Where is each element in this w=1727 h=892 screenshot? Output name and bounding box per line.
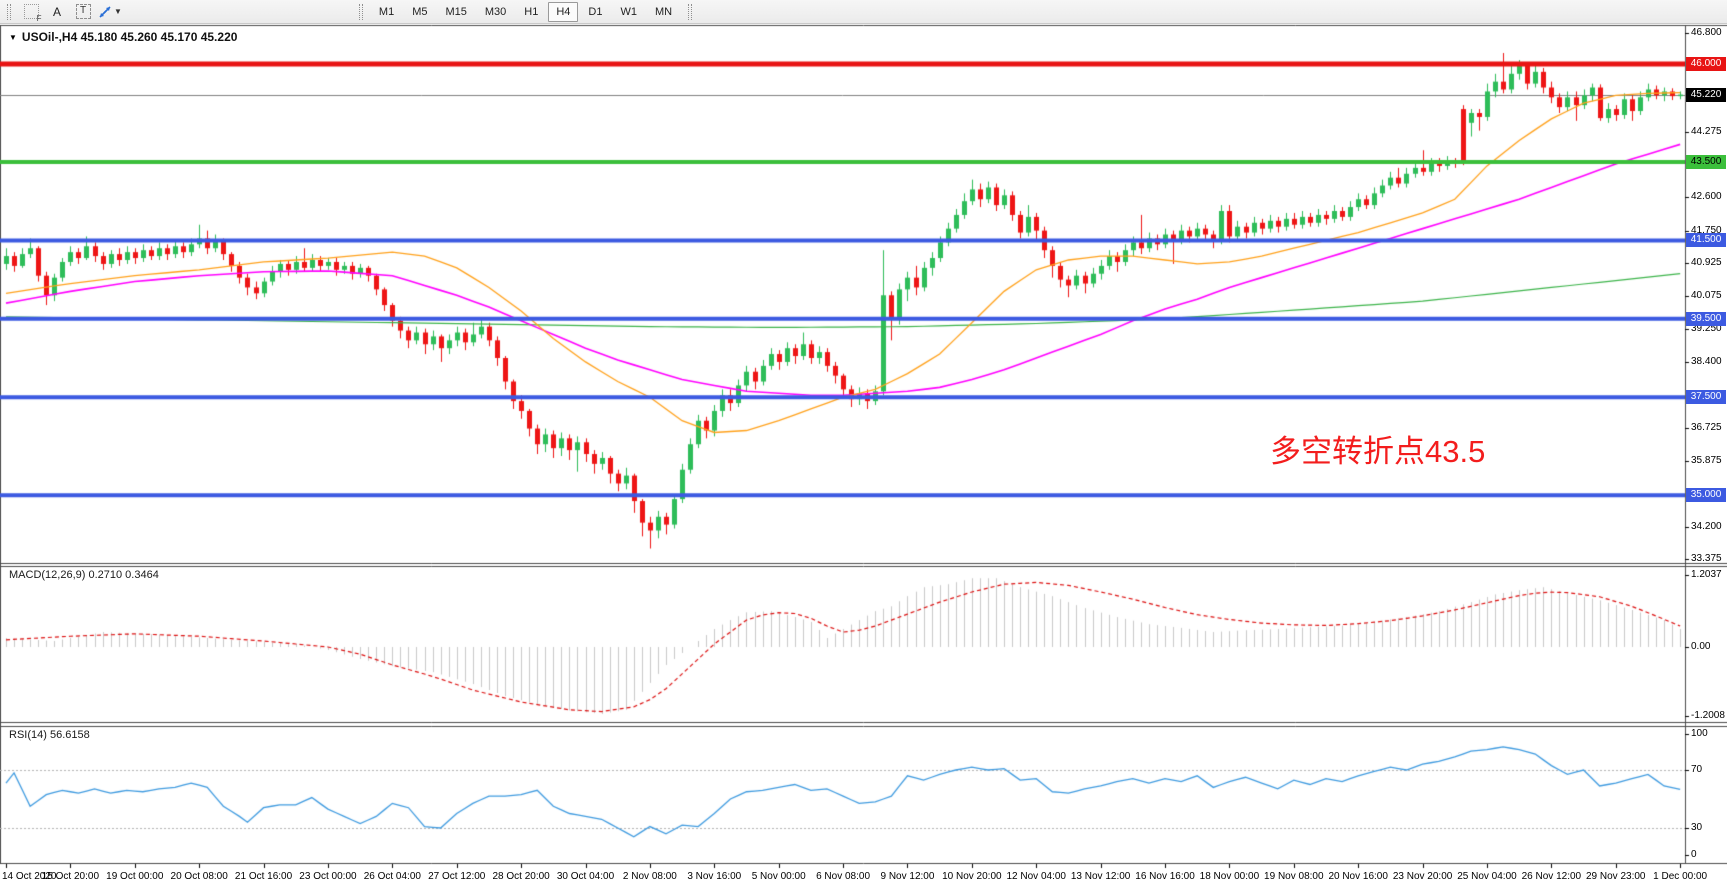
dropdown-caret-icon: ▼ (114, 7, 122, 16)
time-axis-label: 13 Nov 12:00 (1070, 871, 1131, 882)
chart-title: ▼ USOil-,H4 45.180 45.260 45.170 45.220 (9, 30, 237, 44)
rsi-axis-label: 30 (1691, 822, 1703, 833)
text-box-button[interactable]: T (71, 1, 95, 23)
toolbar-grip-icon[interactable] (7, 3, 11, 20)
current-price-badge: 45.220 (1686, 87, 1726, 102)
price-axis-label: 41.750 (1691, 224, 1722, 236)
time-axis-label: 19 Nov 08:00 (1264, 871, 1324, 882)
time-axis-label: 12 Nov 04:00 (1006, 871, 1066, 882)
time-axis-label: 10 Nov 20:00 (942, 871, 1002, 882)
scale-arrows-icon (99, 5, 111, 18)
timeframe-button-M1[interactable]: M1 (378, 5, 395, 18)
time-axis-label: 6 Nov 08:00 (816, 871, 871, 882)
price-axis-label: 46.800 (1691, 26, 1722, 38)
toolbar-grip-icon[interactable] (358, 3, 363, 20)
timeframe-group: M1 M5 M15 M30 H1 H4 D1 W1 MN (370, 1, 681, 22)
time-axis-label: 30 Oct 04:00 (556, 871, 615, 882)
timeframe-button-M5[interactable]: M5 (412, 5, 428, 18)
chart-title-text: USOil-,H4 45.180 45.260 45.170 45.220 (21, 30, 238, 44)
time-axis-label: 25 Nov 04:00 (1457, 871, 1517, 882)
chart-annotation[interactable]: 多空转折点43.5 (1270, 434, 1486, 469)
macd-indicator-label: MACD(12,26,9) 0.2710 0.3464 (9, 569, 159, 581)
text-box-button-label: T (75, 4, 91, 19)
timeframe-button-D1[interactable]: D1 (588, 5, 603, 18)
time-axis-label: 26 Oct 04:00 (363, 871, 421, 882)
price-axis-label: 35.875 (1691, 454, 1722, 466)
time-axis-label: 1 Dec 00:00 (1653, 871, 1708, 882)
time-axis-label: 19 Oct 00:00 (106, 871, 164, 882)
macd-axis-label: -1.2008 (1691, 710, 1725, 721)
timeframe-button-W1[interactable]: W1 (620, 5, 637, 18)
time-axis-label: 3 Nov 16:00 (687, 871, 742, 882)
time-axis-label: 26 Nov 12:00 (1521, 871, 1582, 882)
time-axis-label: 16 Nov 16:00 (1135, 871, 1195, 882)
time-axis-label: 28 Oct 20:00 (492, 871, 550, 882)
level-badge-43.500: 43.500 (1686, 155, 1726, 169)
macd-axis-label: 1.2037 (1691, 569, 1722, 581)
level-badge-35.000: 35.000 (1686, 488, 1726, 503)
price-axis-label: 40.075 (1691, 290, 1722, 302)
timeframe-button-M15[interactable]: M15 (445, 5, 467, 18)
grid-f-letter: F (36, 14, 42, 23)
time-axis-label: 23 Nov 20:00 (1392, 871, 1453, 882)
symbol-dropdown-icon[interactable]: ▼ (9, 32, 17, 42)
level-badge-39.500: 39.500 (1686, 311, 1726, 326)
time-axis-label: 2 Nov 08:00 (622, 871, 677, 882)
macd-axis-label: 0.00 (1691, 641, 1711, 652)
time-axis-label: 23 Oct 00:00 (299, 871, 357, 882)
price-axis-label: 44.275 (1691, 125, 1722, 137)
price-axis-label: 38.400 (1691, 355, 1722, 367)
timeframe-button-H1[interactable]: H1 (524, 5, 539, 18)
price-axis-label: 42.600 (1691, 191, 1722, 203)
price-axis-label: 33.375 (1691, 552, 1722, 564)
time-axis-label: 5 Nov 00:00 (751, 871, 806, 882)
time-axis-label: 18 Nov 00:00 (1199, 871, 1260, 882)
time-axis-label: 15 Oct 20:00 (41, 871, 100, 882)
rsi-axis-label: 0 (1691, 849, 1697, 860)
rsi-indicator-label: RSI(14) 56.6158 (9, 729, 90, 741)
time-axis-label: 20 Oct 08:00 (170, 871, 228, 882)
level-badge-37.500: 37.500 (1686, 390, 1726, 405)
font-button-label: A (52, 4, 61, 19)
level-badge-41.500: 41.500 (1686, 233, 1726, 248)
rsi-axis-label: 70 (1691, 764, 1703, 775)
level-badge-46.000: 46.000 (1686, 57, 1726, 71)
timeframe-button-M30[interactable]: M30 (484, 5, 507, 18)
rsi-axis-label: 100 (1691, 728, 1708, 739)
price-axis-label: 34.200 (1691, 520, 1722, 532)
time-axis-label: 9 Nov 12:00 (880, 871, 935, 882)
scale-arrows-button[interactable]: ▼ (97, 1, 123, 23)
toolbar: F A T ▼ M1 M5 M15 M30 H1 H4 D1 W1 MN (0, 0, 1727, 24)
price-axis-label: 36.725 (1691, 421, 1722, 433)
time-axis-label: 21 Oct 16:00 (234, 871, 293, 882)
time-axis-label: 27 Oct 12:00 (428, 871, 486, 882)
timeframe-button-H4[interactable]: H4 (548, 1, 579, 22)
timeframe-button-MN[interactable]: MN (654, 5, 673, 18)
price-axis-label: 39.250 (1691, 322, 1722, 334)
time-axis-label: 20 Nov 16:00 (1328, 871, 1388, 882)
time-axis-label: 14 Oct 2020 (2, 871, 57, 882)
time-axis-label: 29 Nov 23:00 (1586, 871, 1646, 882)
toolbar-grip-icon[interactable] (688, 3, 693, 20)
font-button[interactable]: A (45, 1, 69, 23)
price-axis-label: 40.925 (1691, 256, 1722, 268)
grid-f-icon[interactable]: F (19, 1, 43, 23)
